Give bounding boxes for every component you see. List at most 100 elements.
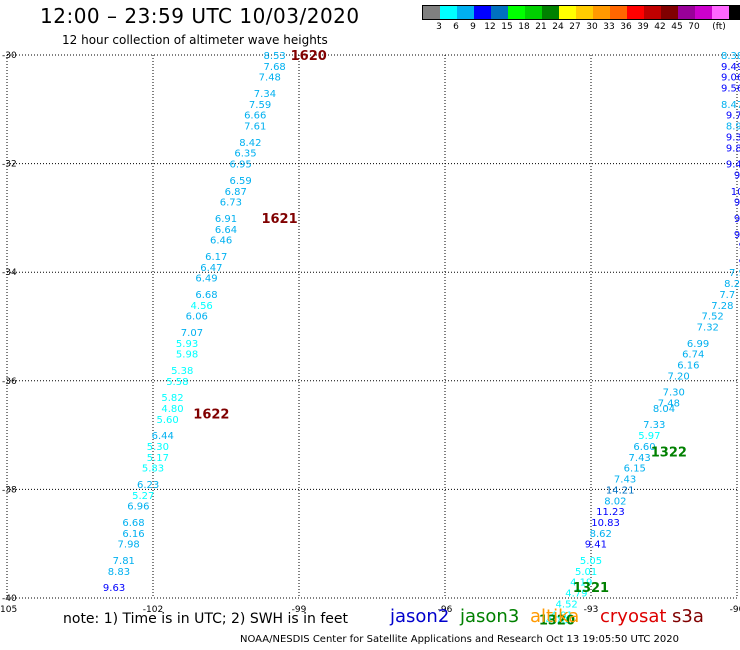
swh-value: 5.58 xyxy=(166,377,188,388)
swh-value: 6.68 xyxy=(195,290,217,301)
lon-tick-label: -90 xyxy=(730,605,740,615)
swh-value: 6.17 xyxy=(205,252,227,263)
swh-value: 8.83 xyxy=(108,567,130,578)
swh-value: 9.56 xyxy=(721,84,740,95)
swh-value: 6.87 xyxy=(225,187,247,198)
swh-value: 7.20 xyxy=(667,371,689,382)
legend-swatch xyxy=(644,6,661,19)
legend-swatch xyxy=(729,6,740,19)
pass-time-label: 1320 xyxy=(539,614,575,629)
pass-time-label: 1621 xyxy=(261,212,297,227)
legend-label: 15 xyxy=(501,22,513,32)
swh-value: 4.80 xyxy=(161,404,183,415)
swh-value: 8.38 xyxy=(721,51,740,62)
satellite-jason3: jason3 xyxy=(460,606,520,627)
legend-swatch xyxy=(661,6,678,19)
lat-tick-label: -36 xyxy=(2,377,17,387)
swh-value: 5.93 xyxy=(176,339,198,350)
swh-value: 6.35 xyxy=(234,149,256,160)
color-legend: 3 6 9 12 15 18 21 24 27 30 33 36 39 42 45 70 (ft) xyxy=(422,5,740,32)
lon-tick-label: -93 xyxy=(584,605,599,615)
swh-value: 7.32 xyxy=(697,323,719,334)
swh-value: 6.47 xyxy=(200,263,222,274)
swh-value: 7.33 xyxy=(643,420,665,431)
legend-label: 36 xyxy=(620,22,632,32)
swh-value: 6.23 xyxy=(137,480,159,491)
swh-value: 6.68 xyxy=(122,518,144,529)
satellite-cryosat: cryosat xyxy=(600,606,667,627)
swh-value: 5.60 xyxy=(156,415,178,426)
swh-value: 6.91 xyxy=(215,214,237,225)
swh-value: 8.47 xyxy=(721,100,740,111)
legend-label: 6 xyxy=(453,22,459,32)
swh-value: 9.63 xyxy=(103,583,125,594)
page-title: 12:00 – 23:59 UTC 10/03/2020 xyxy=(40,4,360,28)
swh-value: 14.21 xyxy=(606,485,635,496)
swh-value: 9.74 xyxy=(726,111,740,122)
swh-value: 4.91 xyxy=(551,610,573,621)
swh-value: 6.06 xyxy=(186,312,208,323)
page-subtitle: 12 hour collection of altimeter wave hei… xyxy=(62,33,328,47)
swh-value: 7.9 xyxy=(729,268,740,279)
legend-swatch xyxy=(695,6,712,19)
satellite-altika: altika xyxy=(530,606,580,627)
legend-label: 18 xyxy=(518,22,530,32)
swh-value: 7.34 xyxy=(254,89,276,100)
swh-value: 6.16 xyxy=(122,529,144,540)
swh-value: 8.42 xyxy=(239,138,261,149)
swh-value: 7.43 xyxy=(629,453,651,464)
swh-value: 7.81 xyxy=(113,556,135,567)
legend-label: 39 xyxy=(637,22,649,32)
satellite-s3a: s3a xyxy=(672,606,704,627)
swh-value: 6.74 xyxy=(682,350,704,361)
swh-value: 9.1 xyxy=(734,198,740,209)
swh-value: 4.56 xyxy=(191,301,213,312)
pass-time-label: 1622 xyxy=(193,407,229,422)
swh-value: 5.97 xyxy=(638,431,660,442)
swh-value: 4.79 xyxy=(565,589,587,600)
legend-swatch xyxy=(440,6,457,19)
swh-value: 7.07 xyxy=(181,328,203,339)
swh-value: 5.01 xyxy=(575,567,597,578)
swh-value: 10.83 xyxy=(591,518,620,529)
legend-label: 9 xyxy=(470,22,476,32)
credit-line: NOAA/NESDIS Center for Satellite Applica… xyxy=(240,634,679,645)
lat-tick-label: -32 xyxy=(2,160,17,170)
swh-value: 6.95 xyxy=(229,160,251,171)
swh-value: 7.48 xyxy=(658,399,680,410)
swh-value: 7.48 xyxy=(259,73,281,84)
legend-label: 12 xyxy=(484,22,496,32)
swh-value: 6.66 xyxy=(244,111,266,122)
legend-swatch xyxy=(678,6,695,19)
swh-value: 8.62 xyxy=(590,529,612,540)
swh-value: 9.43 xyxy=(726,160,740,171)
lon-tick-label: -105 xyxy=(0,605,17,615)
legend-swatch xyxy=(593,6,610,19)
swh-value: 7.28 xyxy=(711,301,733,312)
swh-value: 9.49 xyxy=(721,62,740,73)
swh-value: 7.7 xyxy=(719,290,735,301)
swh-value: 6.16 xyxy=(677,361,699,372)
swh-value: 6.73 xyxy=(220,198,242,209)
swh-value: 6.60 xyxy=(633,442,655,453)
swh-value: 8.2 xyxy=(724,279,740,290)
swh-value: 6.64 xyxy=(215,225,237,236)
swh-value: 11.23 xyxy=(596,507,625,518)
swh-value: 7.43 xyxy=(614,475,636,486)
swh-value: 6.49 xyxy=(195,274,217,285)
legend-swatch xyxy=(423,6,440,19)
swh-value: 9.89 xyxy=(726,143,740,154)
lat-tick-label: -38 xyxy=(2,485,17,495)
lon-tick-label: -102 xyxy=(143,605,163,615)
pass-time-label: 1620 xyxy=(291,49,327,64)
swh-value: 10.2 xyxy=(731,187,740,198)
swh-value: 4.19 xyxy=(570,578,592,589)
legend-label: 33 xyxy=(603,22,615,32)
lat-tick-label: -30 xyxy=(2,51,17,61)
swh-value: 8.02 xyxy=(604,496,626,507)
swh-value: 5.30 xyxy=(147,442,169,453)
pass-time-label: 1321 xyxy=(573,581,609,596)
legend-swatch xyxy=(457,6,474,19)
legend-swatch xyxy=(474,6,491,19)
